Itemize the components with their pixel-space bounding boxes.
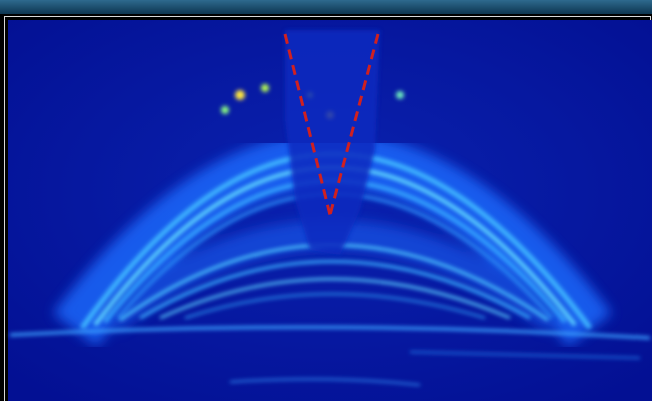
scan-view — [0, 0, 652, 401]
page: (() => { const data = JSON.parse(documen… — [0, 0, 652, 401]
title-bar — [0, 0, 652, 14]
